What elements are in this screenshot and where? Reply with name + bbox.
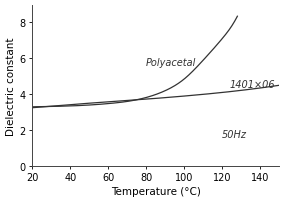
Y-axis label: Dielectric constant: Dielectric constant <box>5 37 15 135</box>
Text: 50Hz: 50Hz <box>222 129 247 139</box>
Text: Polyacetal: Polyacetal <box>146 58 196 68</box>
X-axis label: Temperature (°C): Temperature (°C) <box>111 186 200 197</box>
Text: 1401×06: 1401×06 <box>230 80 275 90</box>
